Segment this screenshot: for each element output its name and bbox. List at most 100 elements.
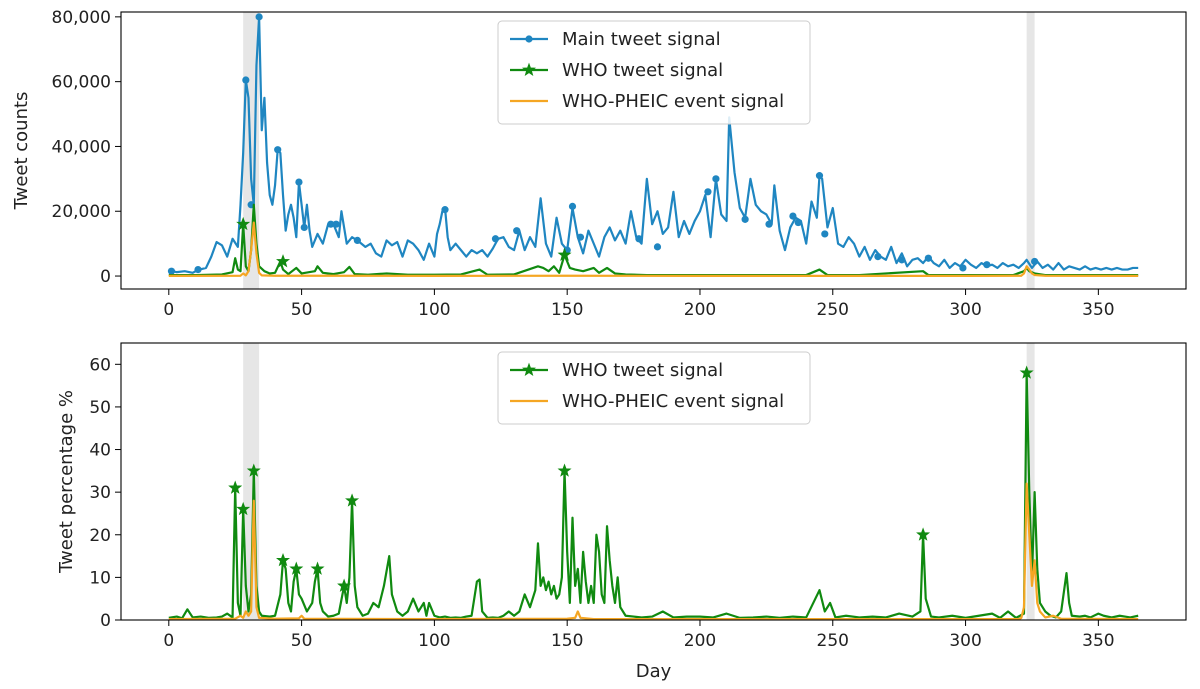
chart-1-legend-label: WHO-PHEIC event signal	[562, 91, 784, 112]
chart-1-legend-label: WHO tweet signal	[562, 60, 723, 81]
chart-1-series-2-point	[557, 247, 572, 261]
chart-1-series-1-point	[794, 218, 802, 227]
chart-1-series-1-point	[815, 172, 824, 180]
chart-1-y-tick-label: 40,000	[52, 137, 111, 157]
chart-1-axes-frame	[120, 11, 1187, 290]
chart-1-y-axis-label: Tweet counts	[11, 92, 32, 211]
chart-1-x-tick-label: 150	[551, 300, 583, 320]
chart-2-shaded-range-2	[1026, 343, 1035, 620]
chart-1-series-1-point	[789, 212, 797, 220]
chart-1-series-1-point	[327, 220, 335, 228]
chart-2-y-tick-label: 40	[89, 441, 111, 461]
chart-1-series-1-point	[898, 256, 906, 264]
chart-1-series-1-point	[255, 13, 263, 21]
chart-2-x-tick-label: 50	[291, 631, 313, 651]
chart-2-y-axis-label: Tweet percentage %	[56, 390, 77, 574]
chart-1-series-1-point	[704, 188, 712, 196]
chart-1-legend-marker	[521, 62, 537, 76]
chart-1-series-1-point	[441, 206, 449, 214]
chart-1-series-1-point	[924, 254, 932, 262]
chart-2-y-tick-label: 50	[89, 398, 111, 418]
chart-2-y-tick-label: 10	[89, 568, 111, 588]
chart-1-series-1-point	[741, 215, 749, 223]
chart-1-series-1-point	[491, 235, 500, 243]
chart-1-series-1-point	[653, 243, 662, 251]
chart-1-series-1-point	[959, 264, 967, 272]
chart-1-x-tick-label: 200	[684, 300, 716, 320]
chart-2-series-2-line	[168, 482, 1139, 620]
chart-1-series-1-point	[300, 223, 308, 232]
chart-2-y-tick-label: 0	[100, 611, 111, 631]
chart-1-y-tick-label: 80,000	[52, 8, 111, 28]
chart-2-series-1-point	[1019, 365, 1034, 379]
chart-1-x-tick-label: 100	[418, 300, 450, 320]
chart-1-series-1-point	[821, 230, 829, 238]
chart-1-series-2-point	[276, 254, 291, 268]
chart-2-y-tick-label: 60	[89, 355, 111, 375]
chart-2-x-tick-label: 300	[949, 631, 981, 651]
chart-2-legend: WHO tweet signal WHO-PHEIC event signal	[497, 351, 811, 425]
chart-1-series-1-point	[712, 175, 720, 183]
chart-1-series-1-point	[874, 253, 882, 261]
chart-2-legend-label: WHO tweet signal	[562, 360, 723, 381]
chart-2-series-1-point	[337, 578, 352, 592]
chart-1-shaded-range-2	[1026, 12, 1035, 289]
chart-1-legend-label: Main tweet signal	[562, 29, 721, 50]
chart-2-legend-label: WHO-PHEIC event signal	[562, 391, 784, 412]
chart-1-series-1-point	[513, 227, 521, 235]
chart-1-series-3-line	[168, 221, 1139, 277]
chart-1-panel: 0 50 100 150 200 250 300 350 0 20,000 40,000 60,000…	[11, 8, 1187, 320]
chart-2-series-1-point	[557, 463, 572, 477]
chart-1-y-tick-label: 20,000	[52, 202, 111, 222]
chart-1-series-1-point	[353, 236, 361, 245]
chart-2-legend-box	[497, 351, 811, 425]
chart-2-legend-marker	[521, 362, 537, 376]
chart-2-axes-frame	[120, 342, 1187, 621]
chart-1-series-1-line	[168, 15, 1139, 274]
chart-2-x-tick-label: 150	[551, 631, 583, 651]
chart-1-series-1-point	[576, 233, 585, 241]
chart-1-series-1-point	[242, 76, 250, 84]
chart-2-x-tick-label: 250	[817, 631, 849, 651]
chart-1-series-1-point	[765, 220, 773, 228]
chart-1-series-1-point	[983, 261, 991, 269]
chart-2-series-1-point	[276, 552, 291, 567]
chart-1-series-1-point	[274, 146, 282, 154]
chart-2-series-1-point	[228, 480, 243, 494]
chart-2-x-tick-label: 100	[418, 631, 450, 651]
chart-1-series-1-point	[194, 265, 202, 274]
chart-1-legend: Main tweet signal WHO tweet signal WHO-PHE…	[497, 20, 811, 125]
chart-2-series-1-line	[168, 371, 1139, 620]
chart-2-x-tick-label: 200	[684, 631, 716, 651]
chart-1-x-tick-label: 300	[949, 300, 981, 320]
chart-2-x-axis-label: Day	[636, 661, 672, 682]
chart-1-legend-box	[497, 20, 811, 125]
chart-1-x-tick-label: 0	[163, 300, 174, 320]
chart-1-series-1-point	[332, 220, 340, 228]
chart-1-x-tick-label: 50	[291, 300, 313, 320]
chart-2-series-1-point	[916, 527, 931, 541]
chart-1-series-2-point	[236, 216, 251, 231]
chart-1-series-1-point	[167, 267, 176, 275]
chart-2-series-1-point	[246, 463, 261, 477]
chart-1-series-1-point	[1031, 257, 1039, 266]
chart-2-series-1-point	[289, 561, 304, 575]
chart-2-series-1-point	[236, 501, 251, 516]
chart-1-series-1-point	[568, 202, 577, 210]
chart-1-plot-area	[167, 13, 1139, 277]
chart-2-y-tick-label: 30	[89, 483, 111, 503]
chart-2-series-1-point	[310, 561, 325, 575]
chart-1-x-tick-label: 250	[817, 300, 849, 320]
chart-1-y-tick-label: 60,000	[52, 73, 111, 93]
chart-2-x-tick-label: 0	[163, 631, 174, 651]
chart-2-plot-area	[168, 365, 1139, 620]
chart-1-series-1-point	[295, 178, 303, 186]
chart-2-panel: 0 50 100 150 200 250 300 350 0 10 20 30 40 50 60 Tweet …	[56, 342, 1187, 682]
chart-1-legend-marker	[525, 35, 533, 43]
chart-2-x-tick-label: 350	[1082, 631, 1114, 651]
chart-1-x-tick-label: 350	[1082, 300, 1114, 320]
chart-2-y-tick-label: 20	[89, 526, 111, 546]
chart-1-y-tick-label: 0	[100, 267, 111, 287]
chart-2-series-1-point	[345, 493, 360, 507]
